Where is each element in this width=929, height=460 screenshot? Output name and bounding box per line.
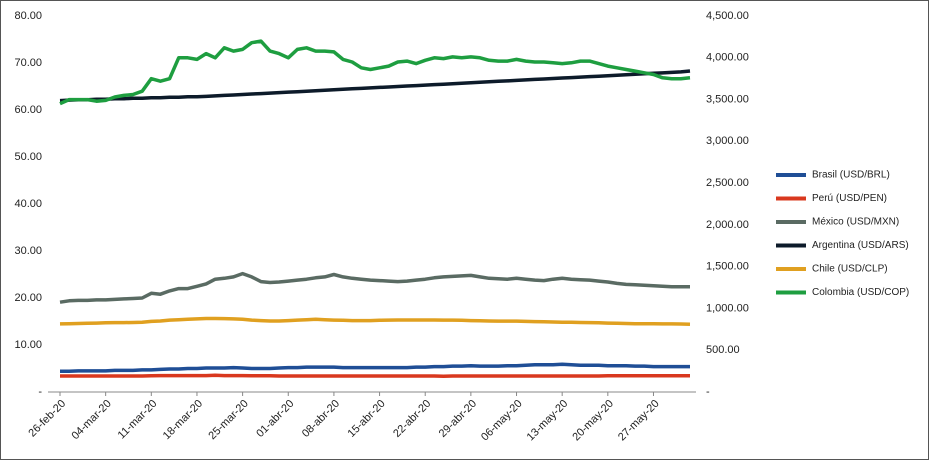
series-line <box>59 39 691 106</box>
y2-tick-label: - <box>706 386 710 398</box>
y-tick-label: 60.00 <box>14 104 42 116</box>
y2-tick-label: 3,500.00 <box>706 93 749 105</box>
series-line <box>60 373 690 379</box>
legend-label: Argentina (USD/ARS) <box>812 240 909 251</box>
y2-tick-label: 4,000.00 <box>706 52 749 64</box>
y2-tick-label: 500.00 <box>706 344 740 356</box>
legend-label: Perú (USD/PEN) <box>812 193 887 204</box>
y2-tick-label: 1,500.00 <box>706 261 749 273</box>
y-tick-label: 40.00 <box>14 198 42 210</box>
y-tick-label: 70.00 <box>14 57 42 69</box>
legend-label: Brasil (USD/BRL) <box>812 170 890 181</box>
y2-tick-label: 2,000.00 <box>706 219 749 231</box>
y-tick-label: - <box>38 386 42 398</box>
y2-tick-label: 2,500.00 <box>706 177 749 189</box>
series-line <box>59 69 691 103</box>
y-tick-label: 30.00 <box>14 245 42 257</box>
series-line <box>60 362 690 374</box>
y-tick-label: 20.00 <box>14 292 42 304</box>
y2-tick-label: 1,000.00 <box>706 302 749 314</box>
y-tick-label: 50.00 <box>14 151 42 163</box>
series-line <box>59 316 691 326</box>
y-tick-label: 80.00 <box>14 10 42 22</box>
legend-label: Colombia (USD/COP) <box>812 287 909 298</box>
y2-tick-label: 3,000.00 <box>706 135 749 147</box>
y-tick-label: 10.00 <box>14 339 42 351</box>
series-line <box>59 271 690 304</box>
legend-label: Chile (USD/CLP) <box>812 264 888 275</box>
legend-label: México (USD/MXN) <box>812 217 899 228</box>
y2-tick-label: 4,500.00 <box>706 10 749 22</box>
